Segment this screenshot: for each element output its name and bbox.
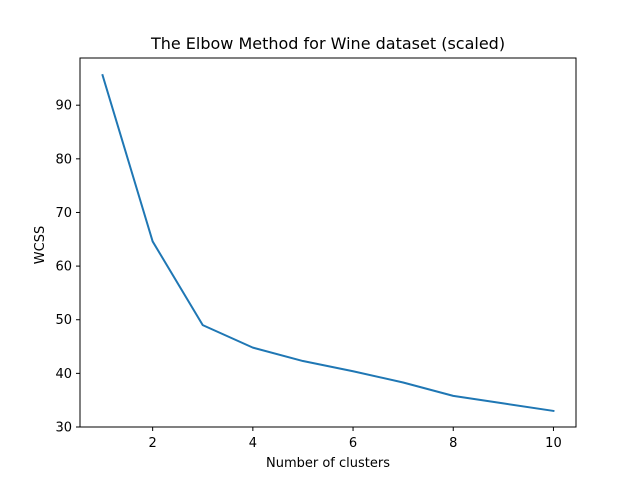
y-tick-label: 70 <box>55 206 72 221</box>
x-tick-label: 2 <box>149 436 157 451</box>
x-axis-label: Number of clusters <box>266 456 390 471</box>
y-tick-label: 90 <box>55 99 72 114</box>
x-tick-label: 8 <box>449 436 457 451</box>
y-tick-label: 60 <box>55 260 72 275</box>
x-tick-label: 4 <box>249 436 257 451</box>
x-tick-label: 6 <box>349 436 357 451</box>
y-tick-label: 30 <box>55 421 72 436</box>
y-tick-label: 40 <box>55 367 72 382</box>
chart-title: The Elbow Method for Wine dataset (scale… <box>150 34 505 53</box>
y-tick-label: 50 <box>55 313 72 328</box>
y-axis-label: WCSS <box>33 226 48 264</box>
x-tick-label: 10 <box>545 436 562 451</box>
y-tick-label: 80 <box>55 152 72 167</box>
